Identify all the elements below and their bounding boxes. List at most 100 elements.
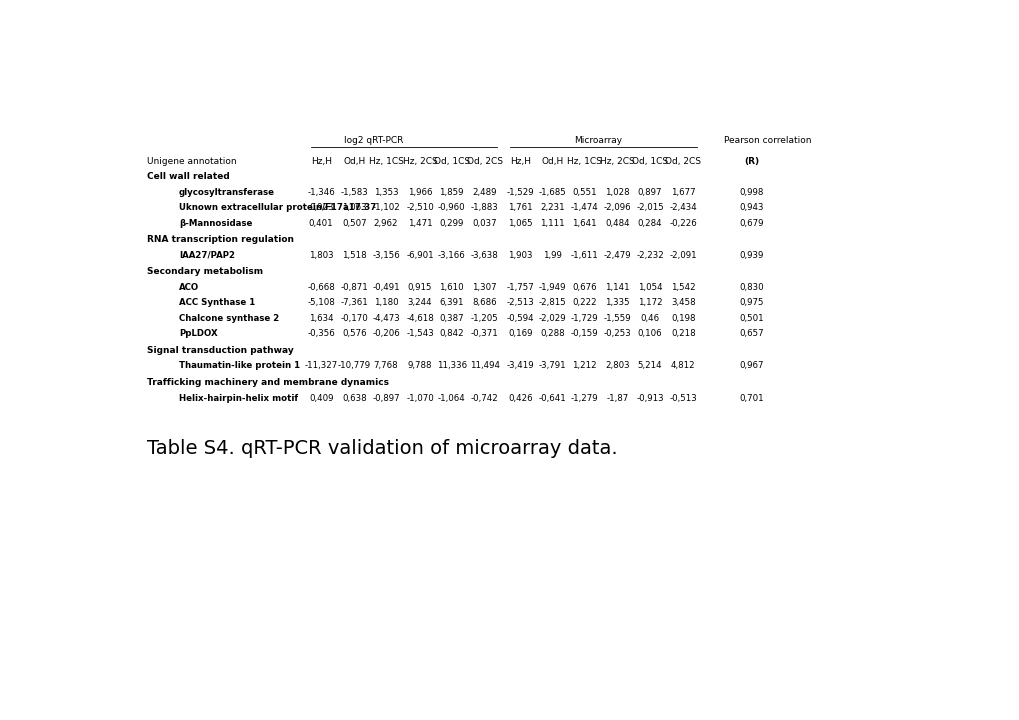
Text: 1,028: 1,028 — [604, 188, 630, 197]
Text: -0,594: -0,594 — [506, 314, 534, 323]
Text: Hz, 1CS: Hz, 1CS — [567, 156, 601, 166]
Text: -2,479: -2,479 — [603, 251, 631, 260]
Text: 2,231: 2,231 — [540, 203, 565, 212]
Text: 0,923: 0,923 — [309, 203, 333, 212]
Text: 1,677: 1,677 — [671, 188, 695, 197]
Text: -0,491: -0,491 — [372, 283, 399, 292]
Text: -1,685: -1,685 — [538, 188, 567, 197]
Text: 1,761: 1,761 — [507, 203, 532, 212]
Text: -1,205: -1,205 — [471, 314, 498, 323]
Text: -0,253: -0,253 — [603, 330, 631, 338]
Text: 2,803: 2,803 — [604, 361, 630, 371]
Text: -1,757: -1,757 — [506, 283, 534, 292]
Text: -1,583: -1,583 — [340, 188, 368, 197]
Text: 0,288: 0,288 — [540, 330, 565, 338]
Text: ACO: ACO — [178, 283, 199, 292]
Text: 1,172: 1,172 — [637, 298, 661, 307]
Text: 3,244: 3,244 — [408, 298, 432, 307]
Text: Table S4. qRT-PCR validation of microarray data.: Table S4. qRT-PCR validation of microarr… — [147, 439, 618, 458]
Text: 0,507: 0,507 — [341, 219, 366, 228]
Text: 0,037: 0,037 — [472, 219, 496, 228]
Text: -0,641: -0,641 — [538, 394, 567, 402]
Text: 0,830: 0,830 — [739, 283, 763, 292]
Text: 1,641: 1,641 — [572, 219, 596, 228]
Text: -0,170: -0,170 — [340, 314, 368, 323]
Text: 0,426: 0,426 — [507, 394, 532, 402]
Text: 0,939: 0,939 — [739, 251, 763, 260]
Text: 11,336: 11,336 — [436, 361, 467, 371]
Text: 11,494: 11,494 — [470, 361, 499, 371]
Text: 1,111: 1,111 — [540, 219, 565, 228]
Text: log2 qRT-PCR: log2 qRT-PCR — [344, 135, 404, 145]
Text: -7,361: -7,361 — [340, 298, 368, 307]
Text: 1,180: 1,180 — [373, 298, 397, 307]
Text: -1,529: -1,529 — [506, 188, 534, 197]
Text: Od, 2CS: Od, 2CS — [664, 156, 700, 166]
Text: 1,859: 1,859 — [439, 188, 464, 197]
Text: -4,473: -4,473 — [372, 314, 399, 323]
Text: -11,327: -11,327 — [305, 361, 337, 371]
Text: 0,701: 0,701 — [739, 394, 763, 402]
Text: -0,913: -0,913 — [636, 394, 663, 402]
Text: 0,484: 0,484 — [604, 219, 630, 228]
Text: 0,943: 0,943 — [739, 203, 763, 212]
Text: 0,676: 0,676 — [572, 283, 596, 292]
Text: -10,779: -10,779 — [337, 361, 371, 371]
Text: 0,284: 0,284 — [637, 219, 661, 228]
Text: -6,901: -6,901 — [406, 251, 433, 260]
Text: 0,897: 0,897 — [637, 188, 661, 197]
Text: glycosyltransferase: glycosyltransferase — [178, 188, 274, 197]
Text: Od, 2CS: Od, 2CS — [467, 156, 502, 166]
Text: -1,883: -1,883 — [471, 203, 498, 212]
Text: -1,346: -1,346 — [307, 188, 334, 197]
Text: -1,729: -1,729 — [570, 314, 597, 323]
Text: -1,102: -1,102 — [372, 203, 399, 212]
Text: 1,966: 1,966 — [408, 188, 432, 197]
Text: -2,513: -2,513 — [506, 298, 534, 307]
Text: -1,070: -1,070 — [406, 394, 433, 402]
Text: -2,434: -2,434 — [668, 203, 696, 212]
Text: 1,634: 1,634 — [309, 314, 333, 323]
Text: -1,87: -1,87 — [606, 394, 628, 402]
Text: -3,638: -3,638 — [471, 251, 498, 260]
Text: -1,611: -1,611 — [570, 251, 598, 260]
Text: 1,353: 1,353 — [373, 188, 397, 197]
Text: IAA27/PAP2: IAA27/PAP2 — [178, 251, 234, 260]
Text: -2,015: -2,015 — [636, 203, 663, 212]
Text: 0,551: 0,551 — [572, 188, 596, 197]
Text: 0,169: 0,169 — [507, 330, 532, 338]
Text: Od,H: Od,H — [343, 156, 365, 166]
Text: -1,949: -1,949 — [538, 283, 566, 292]
Text: -1,559: -1,559 — [603, 314, 631, 323]
Text: -2,510: -2,510 — [406, 203, 433, 212]
Text: 4,812: 4,812 — [671, 361, 695, 371]
Text: 1,054: 1,054 — [637, 283, 661, 292]
Text: -0,159: -0,159 — [570, 330, 597, 338]
Text: 5,214: 5,214 — [637, 361, 661, 371]
Text: -3,156: -3,156 — [372, 251, 399, 260]
Text: (R): (R) — [744, 156, 759, 166]
Text: -1,279: -1,279 — [570, 394, 597, 402]
Text: -2,029: -2,029 — [538, 314, 566, 323]
Text: -1,474: -1,474 — [570, 203, 598, 212]
Text: 9,788: 9,788 — [408, 361, 432, 371]
Text: 0,842: 0,842 — [439, 330, 464, 338]
Text: 0,967: 0,967 — [739, 361, 763, 371]
Text: -0,371: -0,371 — [471, 330, 498, 338]
Text: -3,419: -3,419 — [506, 361, 534, 371]
Text: Signal transduction pathway: Signal transduction pathway — [147, 346, 293, 355]
Text: Secondary metabolism: Secondary metabolism — [147, 267, 263, 276]
Text: Microarray: Microarray — [574, 135, 622, 145]
Text: -2,096: -2,096 — [603, 203, 631, 212]
Text: 0,501: 0,501 — [739, 314, 763, 323]
Text: -0,897: -0,897 — [372, 394, 399, 402]
Text: -2,232: -2,232 — [636, 251, 663, 260]
Text: -5,108: -5,108 — [307, 298, 334, 307]
Text: Hz,H: Hz,H — [311, 156, 331, 166]
Text: Uknown extracellular protein/F17a17.37: Uknown extracellular protein/F17a17.37 — [178, 203, 376, 212]
Text: -0,742: -0,742 — [471, 394, 498, 402]
Text: Unigene annotation: Unigene annotation — [147, 156, 236, 166]
Text: 0,409: 0,409 — [309, 394, 333, 402]
Text: -3,166: -3,166 — [437, 251, 465, 260]
Text: -4,618: -4,618 — [406, 314, 433, 323]
